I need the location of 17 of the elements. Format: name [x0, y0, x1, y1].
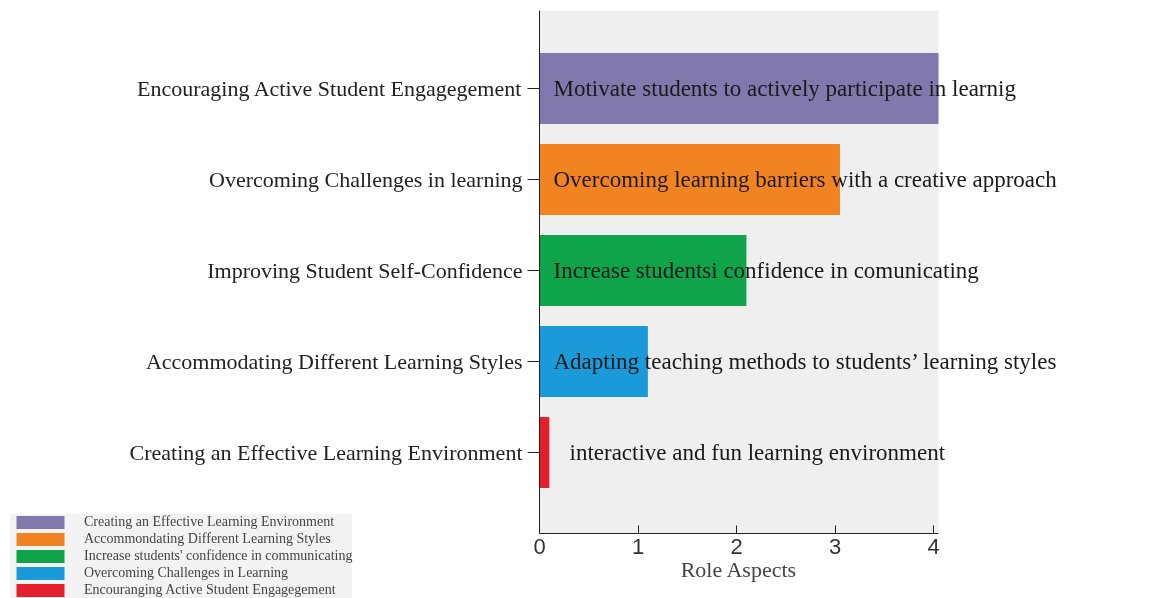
x-tick-label: 3	[828, 533, 842, 559]
legend-label: Creating an Effective Learning Environment	[84, 514, 335, 530]
legend-label: Overcoming Challenges in Learning	[84, 565, 289, 581]
annotation: interactive and fun learning environment	[569, 440, 946, 465]
y-tick-label: Creating an Effective Learning Environment	[129, 440, 523, 465]
x-axis-title: Role Aspects	[680, 556, 797, 582]
y-tick-label: Encouraging Active Student Engagegement	[137, 76, 522, 101]
y-tick-label: Improving Student Self-Confidence	[207, 258, 523, 283]
legend-label: Encouranging Active Student Engagegement	[84, 582, 336, 598]
x-tick-label: 1	[631, 533, 645, 559]
legend-label: Accommondating Different Learning Styles	[84, 531, 331, 547]
x-tick-label: 4	[927, 533, 940, 559]
y-tick-label: Accommodating Different Learning Styles	[145, 349, 523, 374]
y-tick-label: Overcoming Challenges in learning	[209, 167, 523, 192]
legend-label: Increase students' confidence in communicating	[84, 548, 353, 564]
x-tick-label: 0	[533, 533, 546, 559]
x-tick-label: 2	[730, 533, 743, 559]
